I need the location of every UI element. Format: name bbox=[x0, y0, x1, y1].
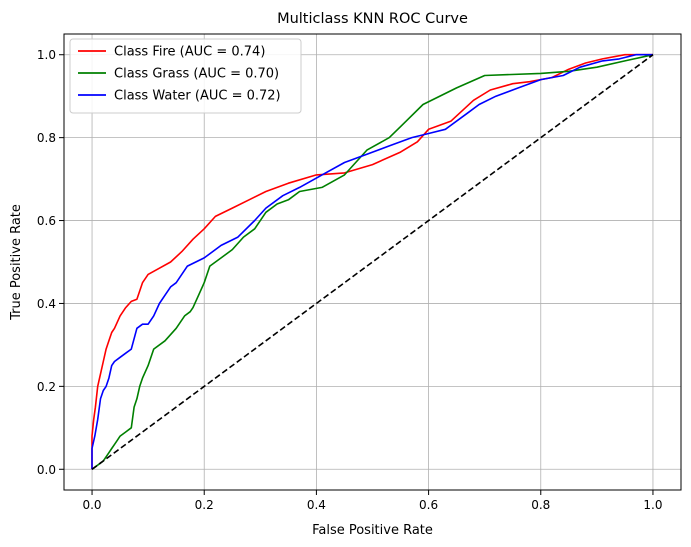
series-line-2 bbox=[91, 53, 653, 470]
x-tick-label: 0.8 bbox=[531, 498, 550, 512]
x-tick-label: 0.2 bbox=[195, 498, 214, 512]
legend: Class Fire (AUC = 0.74) Class Grass (AUC … bbox=[69, 38, 302, 114]
legend-label: Class Grass (AUC = 0.70) bbox=[114, 67, 279, 82]
x-tick-label: 0.4 bbox=[307, 498, 326, 512]
y-tick-label: 0.6 bbox=[37, 214, 56, 228]
x-tick-label: 0.6 bbox=[419, 498, 438, 512]
chance-diagonal-line bbox=[91, 54, 654, 470]
y-tick-label: 0.0 bbox=[37, 463, 56, 477]
x-tick-label: 0.0 bbox=[82, 498, 101, 512]
legend-box bbox=[69, 38, 302, 114]
y-tick-label: 0.8 bbox=[37, 131, 56, 145]
series-lines bbox=[91, 53, 654, 470]
grid-lines bbox=[64, 34, 681, 490]
x-axis-label: False Positive Rate bbox=[312, 523, 433, 538]
legend-label: Class Water (AUC = 0.72) bbox=[114, 89, 281, 104]
legend-label: Class Fire (AUC = 0.74) bbox=[114, 45, 265, 60]
axis-ticks: 0.0 0.2 0.4 0.6 0.8 1.0 0.0 0.2 0.4 0.6 0.8 1.0 bbox=[37, 48, 663, 512]
y-tick-label: 0.2 bbox=[37, 380, 56, 394]
y-tick-label: 0.4 bbox=[37, 297, 56, 311]
y-axis-label: True Positive Rate bbox=[9, 204, 24, 321]
series-line-0 bbox=[91, 53, 653, 470]
series-line-1 bbox=[91, 53, 654, 470]
chart-title: Multiclass KNN ROC Curve bbox=[277, 11, 468, 27]
x-tick-label: 1.0 bbox=[643, 498, 662, 512]
y-tick-label: 1.0 bbox=[37, 48, 56, 62]
plot-frame bbox=[63, 33, 682, 491]
